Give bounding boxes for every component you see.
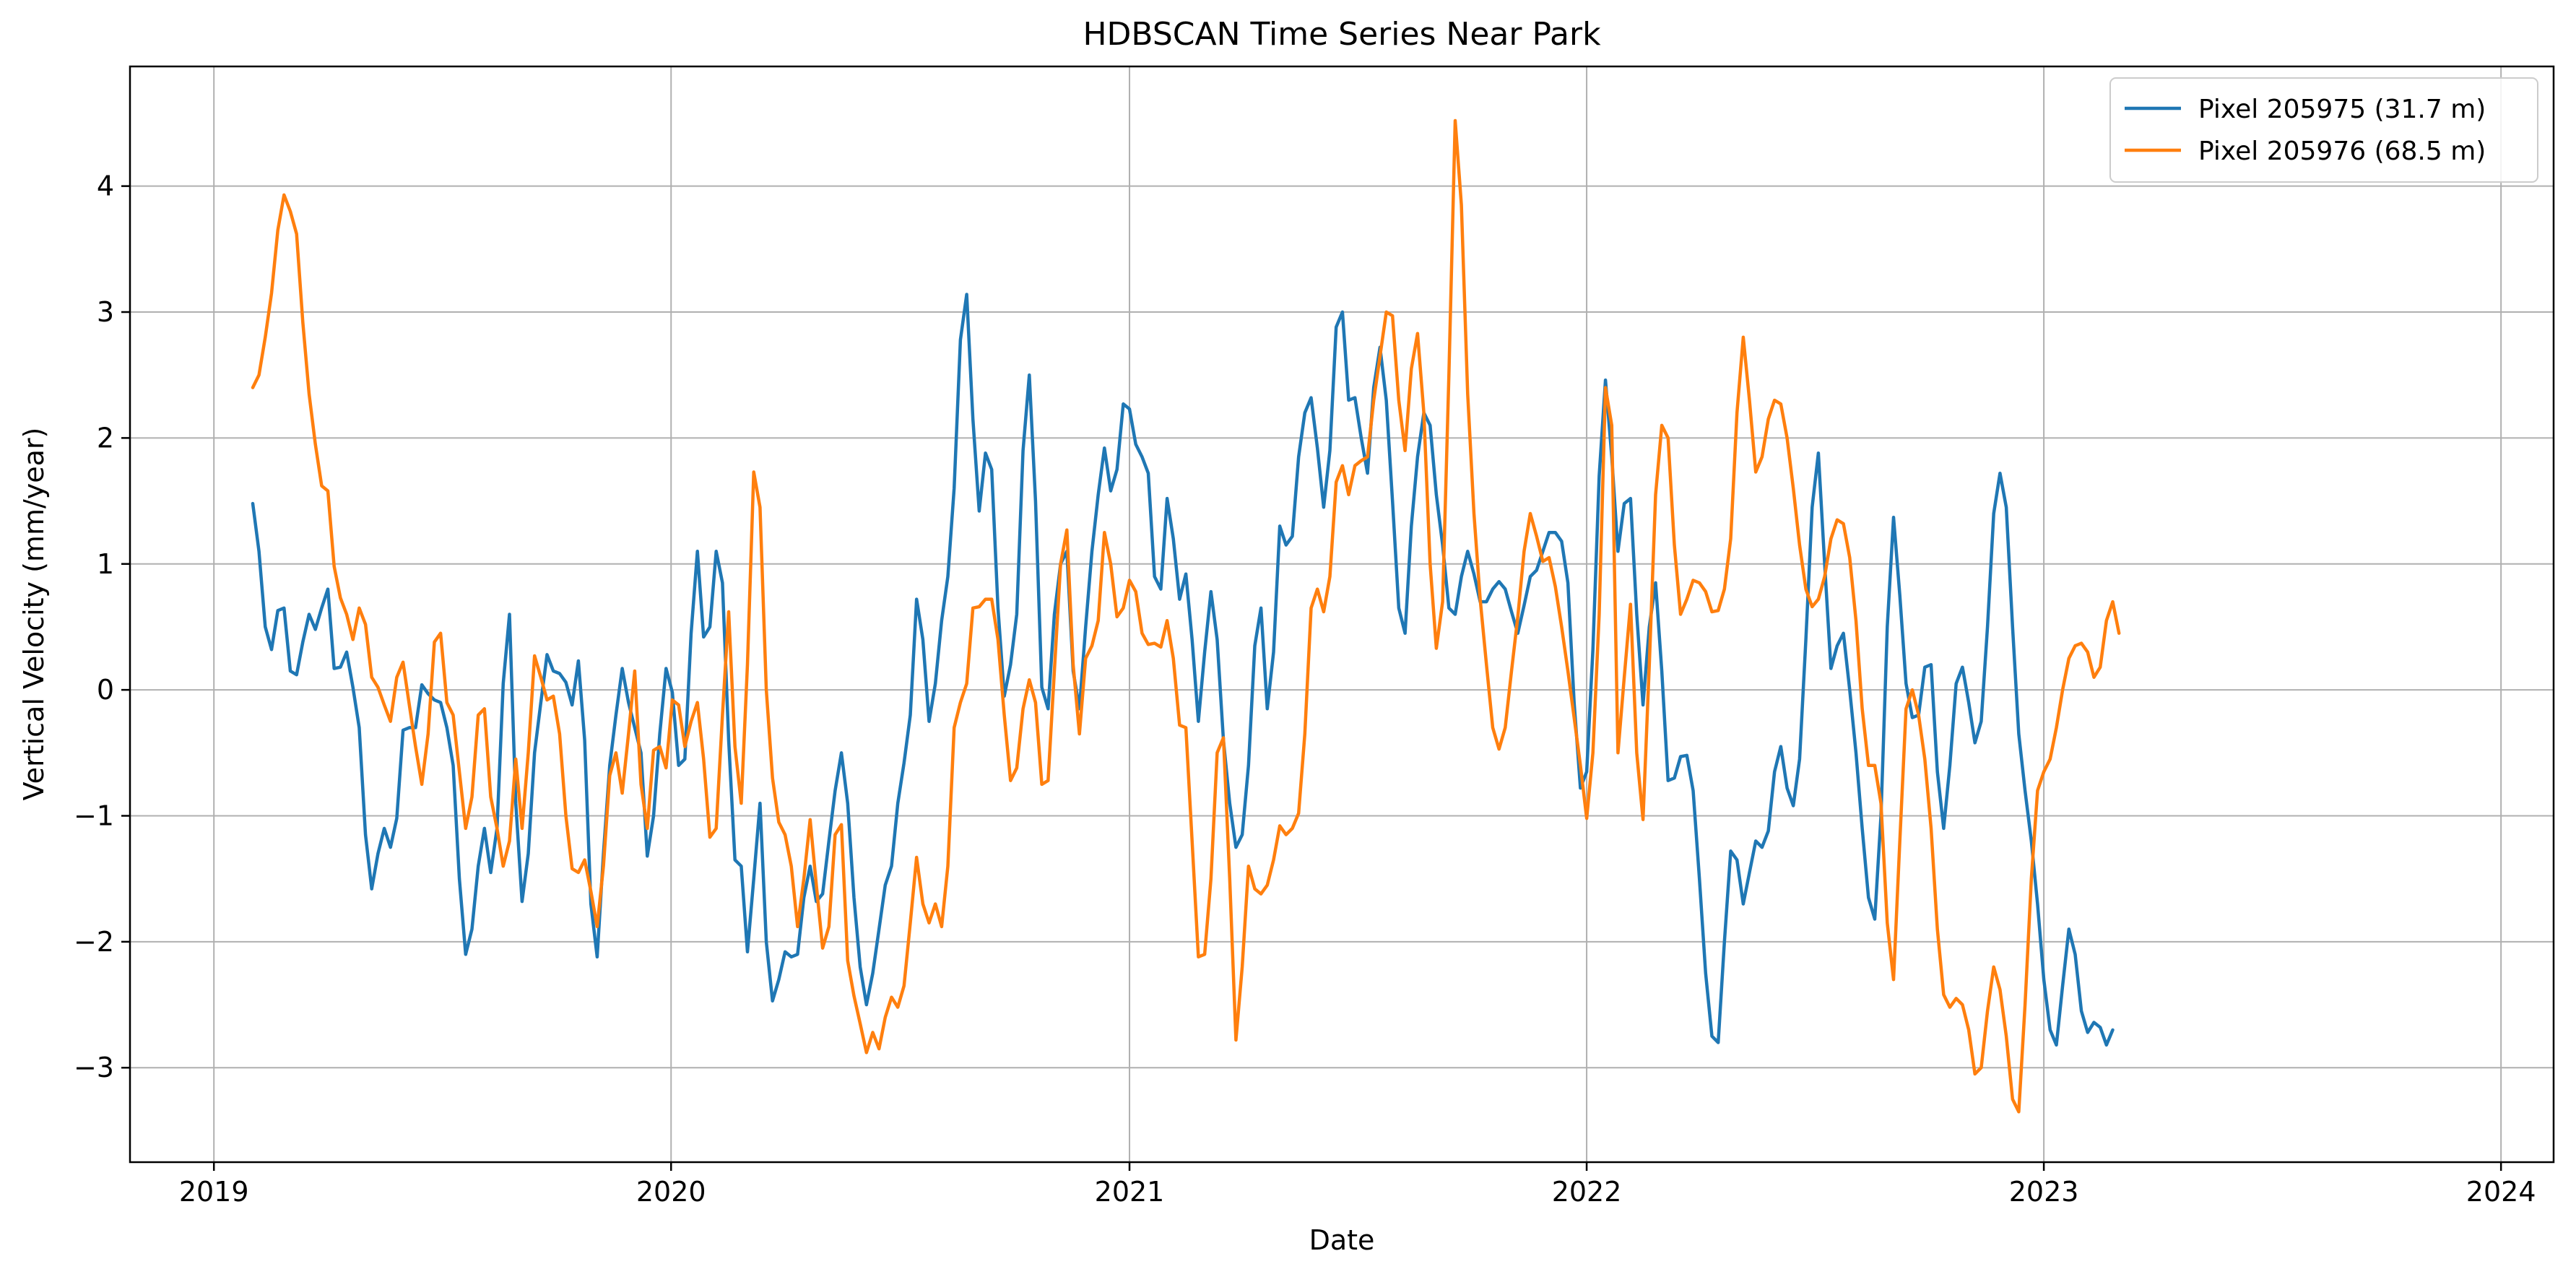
y-axis-ticks: −3 −2 −1 0 1 2 3 4 xyxy=(74,170,130,1083)
y-tick-label: 1 xyxy=(97,548,114,580)
legend-label-2: Pixel 205976 (68.5 m) xyxy=(2198,137,2486,166)
series-line-2 xyxy=(251,118,2121,1114)
y-axis-label: Vertical Velocity (mm/year) xyxy=(18,428,50,801)
legend: Pixel 205975 (31.7 m) Pixel 205976 (68.5 … xyxy=(2109,77,2538,183)
chart-title: HDBSCAN Time Series Near Park xyxy=(1083,16,1601,53)
y-tick-label: −3 xyxy=(74,1052,114,1083)
x-axis-label: Date xyxy=(1309,1224,1375,1256)
y-tick-label: 3 xyxy=(97,296,114,328)
x-tick-label: 2024 xyxy=(2466,1176,2536,1208)
x-tick-label: 2022 xyxy=(1552,1176,1622,1208)
y-tick-label: 0 xyxy=(97,674,114,706)
x-axis-ticks: 2019 2020 2021 2022 2023 2024 xyxy=(179,1162,2536,1208)
y-tick-label: 4 xyxy=(97,170,114,202)
y-tick-label: 2 xyxy=(97,422,114,454)
series-lines xyxy=(251,118,2121,1114)
x-tick-label: 2023 xyxy=(2009,1176,2079,1208)
legend-label-1: Pixel 205975 (31.7 m) xyxy=(2198,95,2486,124)
plot-area-frame xyxy=(129,65,2555,1164)
y-tick-label: −1 xyxy=(74,800,114,831)
x-tick-label: 2020 xyxy=(636,1176,706,1208)
y-tick-label: −2 xyxy=(74,926,114,958)
legend-box xyxy=(2109,77,2538,183)
x-tick-label: 2021 xyxy=(1095,1176,1165,1208)
series-line-1 xyxy=(251,293,2115,1047)
x-tick-label: 2019 xyxy=(179,1176,249,1208)
